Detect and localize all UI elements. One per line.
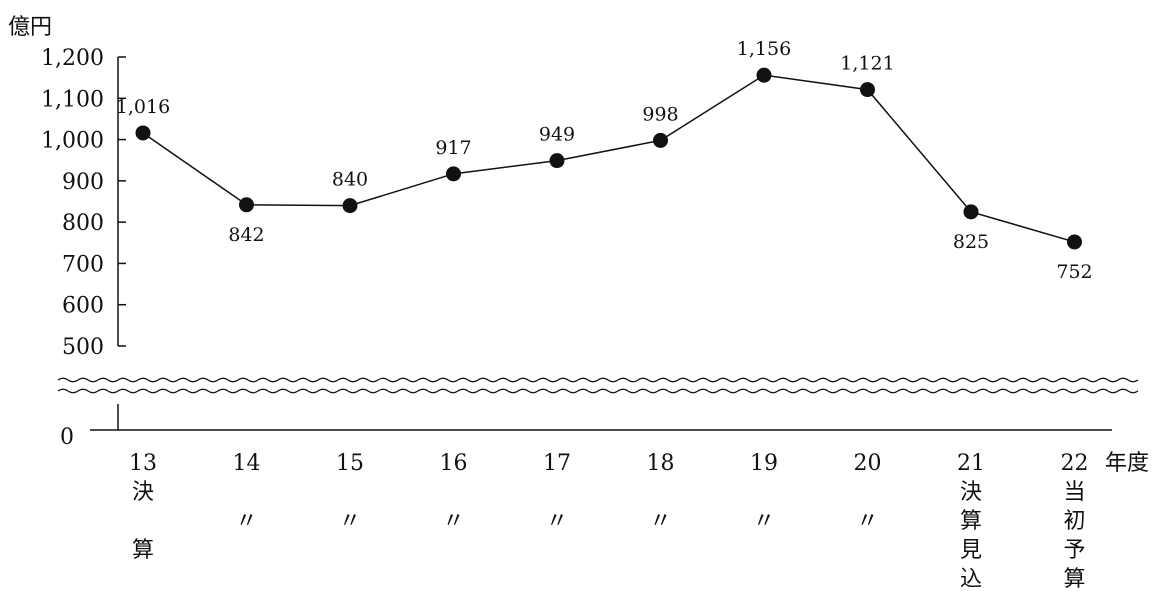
x-tick-note: 〃 <box>856 509 878 534</box>
data-label: 840 <box>332 169 368 191</box>
x-tick-note: 〃 <box>339 509 361 534</box>
axis-break-line <box>57 377 1139 383</box>
x-tick-label: 16 <box>440 451 468 476</box>
x-tick-note: 見 <box>960 538 982 563</box>
x-tick-note: 初 <box>1063 509 1085 534</box>
y-tick-label: 500 <box>62 335 104 360</box>
data-label: 917 <box>435 137 471 159</box>
data-point <box>446 166 461 182</box>
x-tick-note: 込 <box>960 567 982 591</box>
x-tick-note: 算 <box>132 538 154 563</box>
x-tick-label: 18 <box>647 451 675 476</box>
x-tick-note: 予 <box>1063 538 1085 563</box>
y-tick-label: 600 <box>62 294 104 319</box>
data-point <box>653 132 668 148</box>
x-tick-label: 21 <box>957 451 985 476</box>
data-point <box>1067 234 1082 250</box>
y-axis-unit-label: 億円 <box>8 15 52 40</box>
x-tick-note: 決 <box>132 480 154 505</box>
data-label: 1,121 <box>840 53 894 75</box>
y-tick-label: 1,100 <box>41 87 104 112</box>
x-tick-note: 〃 <box>235 509 257 534</box>
data-label: 842 <box>228 224 264 246</box>
data-label: 1,016 <box>116 96 170 118</box>
x-tick-note: 当 <box>1063 480 1085 505</box>
x-tick-label: 20 <box>854 451 882 476</box>
x-tick-note: 〃 <box>649 509 671 534</box>
x-tick-note: 算 <box>960 509 982 534</box>
y-tick-label: 800 <box>62 211 104 236</box>
x-tick-label: 17 <box>543 451 571 476</box>
x-tick-note: 決 <box>960 480 982 505</box>
axes: 億円 1,200 1,100 1,000 900 800 700 600 500 0 <box>8 15 1139 450</box>
data-point <box>135 125 151 141</box>
labels: 13決算14〃15〃16〃17〃18〃19〃20〃21決算見込22当初予算年度1… <box>116 38 1149 591</box>
data-point <box>756 67 772 83</box>
x-tick-note: 算 <box>1063 567 1085 591</box>
data-point <box>239 197 254 213</box>
y-zero-label: 0 <box>60 425 74 450</box>
data-point <box>860 82 875 98</box>
y-tick-label: 1,000 <box>41 129 104 154</box>
x-tick-note: 〃 <box>442 509 464 534</box>
series-line-path <box>142 74 1075 243</box>
data-label: 1,156 <box>737 38 791 60</box>
data-point <box>549 153 565 169</box>
x-tick-note: 〃 <box>546 509 568 534</box>
y-tick-label: 700 <box>62 252 104 277</box>
y-tick-label: 1,200 <box>41 46 104 71</box>
series-line <box>135 67 1082 250</box>
x-axis-unit-label: 年度 <box>1105 451 1149 476</box>
data-label: 752 <box>1056 261 1092 283</box>
axis-break-line <box>57 388 1139 394</box>
x-tick-label: 22 <box>1061 451 1089 476</box>
data-label: 998 <box>642 103 678 125</box>
data-point <box>342 198 358 214</box>
data-label: 825 <box>953 231 989 253</box>
data-point <box>963 204 979 220</box>
x-tick-label: 19 <box>750 451 778 476</box>
x-tick-label: 13 <box>129 451 157 476</box>
x-tick-note: 〃 <box>753 509 775 534</box>
x-tick-label: 15 <box>336 451 364 476</box>
data-label: 949 <box>539 124 575 146</box>
y-tick-label: 900 <box>62 170 104 195</box>
x-tick-label: 14 <box>233 451 261 476</box>
